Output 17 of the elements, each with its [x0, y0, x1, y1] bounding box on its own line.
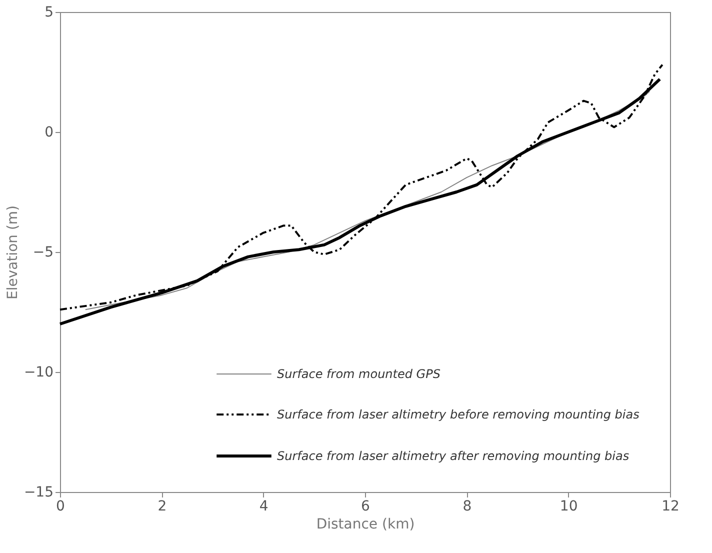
y-tick-label: −5 [32, 244, 54, 260]
y-axis-title: Elevation (m) [4, 205, 21, 300]
x-tick-label: 4 [259, 498, 268, 514]
x-tick-label: 6 [361, 498, 370, 514]
legend-label: Surface from laser altimetry after removing mounting bias [277, 449, 630, 463]
x-tick-label: 10 [560, 498, 578, 514]
y-tick-label: 5 [44, 4, 54, 20]
y-tick-label: −15 [24, 484, 54, 500]
y-tick-label: −10 [24, 364, 54, 380]
y-tick-label: 0 [44, 124, 54, 140]
x-tick-label: 12 [662, 498, 680, 514]
legend-label: Surface from mounted GPS [277, 367, 441, 381]
legend-label: Surface from laser altimetry before removing mounting bias [277, 408, 640, 422]
x-tick-label: 0 [56, 498, 65, 514]
x-tick-label: 2 [158, 498, 167, 514]
x-axis-title: Distance (km) [316, 516, 415, 532]
x-tick-label: 8 [462, 498, 472, 514]
